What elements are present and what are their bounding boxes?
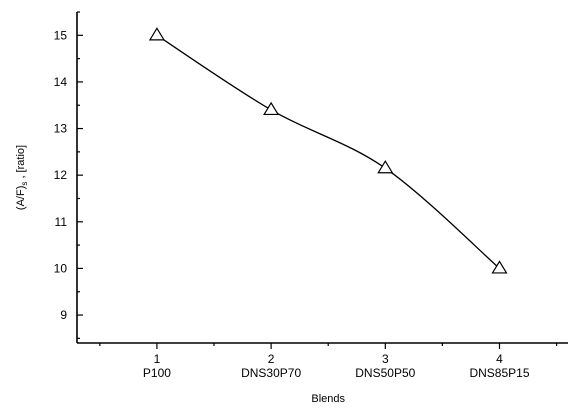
x-category-label: DNS50P50 xyxy=(355,366,415,380)
y-ticks: 9 10 11 12 13 14 15 xyxy=(54,11,83,339)
x-tick-label: 1 xyxy=(154,352,161,366)
x-axis-title: Blends xyxy=(311,393,345,405)
series-markers xyxy=(148,27,508,274)
y-tick-label: 10 xyxy=(54,261,68,275)
y-tick-label: 15 xyxy=(54,28,68,42)
y-tick-label: 13 xyxy=(54,122,68,136)
plot-area xyxy=(76,12,568,344)
data-point-marker xyxy=(491,260,508,274)
x-tick-label: 3 xyxy=(382,352,389,366)
y-axis-title-suffix: , [ratio] xyxy=(15,145,27,182)
y-tick-label: 9 xyxy=(60,308,67,322)
y-axis-title-main: (A/F) xyxy=(15,186,27,210)
data-point-marker xyxy=(263,101,280,116)
y-axis-title-subscript: s xyxy=(20,182,29,186)
x-category-label: DNS30P70 xyxy=(241,366,301,380)
x-category-label: P100 xyxy=(143,366,171,380)
y-tick-label: 11 xyxy=(55,215,68,229)
series-line xyxy=(156,34,500,269)
y-axis-title: (A/F)s , [ratio] xyxy=(15,145,29,210)
y-tick-label: 12 xyxy=(54,168,68,182)
x-tick-label: 4 xyxy=(496,352,503,366)
data-point-marker xyxy=(377,160,394,174)
x-tick-label: 2 xyxy=(268,352,275,366)
data-point-marker xyxy=(148,27,165,41)
x-category-label: DNS85P15 xyxy=(469,366,529,380)
y-tick-label: 14 xyxy=(54,75,68,89)
